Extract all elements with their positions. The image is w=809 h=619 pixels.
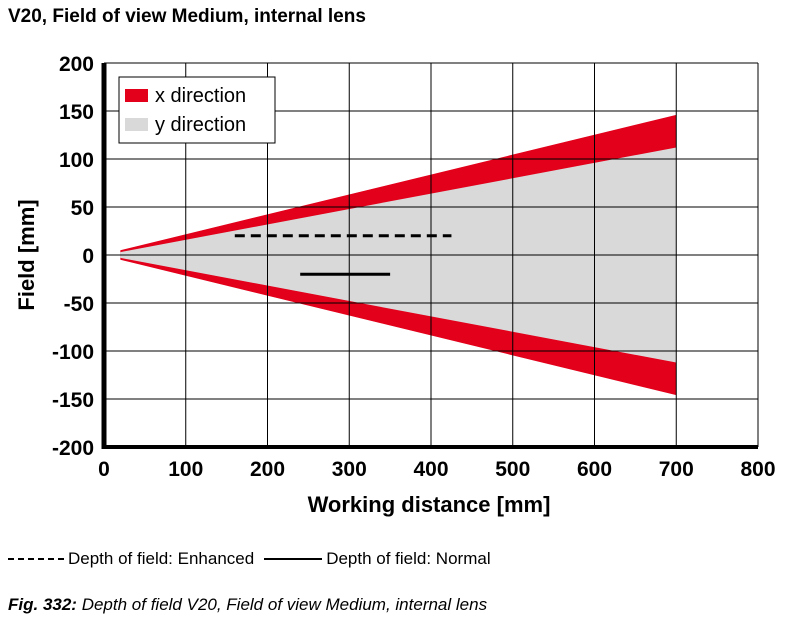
x-axis-label: Working distance [mm]	[308, 492, 551, 517]
x-tick-label: 600	[577, 458, 612, 481]
x-tick-label: 800	[740, 458, 775, 481]
y-tick-label: 100	[59, 149, 94, 172]
y-tick-label: 50	[71, 197, 94, 220]
dof-normal-label: Depth of field: Normal	[326, 549, 491, 568]
y-tick-label: -100	[52, 341, 94, 364]
legend-box	[118, 76, 276, 144]
y-tick-label: -200	[52, 437, 94, 460]
caption-text: Depth of field V20, Field of view Medium…	[81, 595, 488, 614]
x-tick-label: 0	[98, 458, 110, 481]
x-tick-label: 700	[659, 458, 694, 481]
legend-label-x-direction: x direction	[155, 85, 246, 107]
dof-enhanced-label: Depth of field: Enhanced	[68, 549, 255, 568]
chart-title: V20, Field of view Medium, internal lens	[8, 6, 366, 27]
x-tick-label: 200	[250, 458, 285, 481]
y-tick-label: 200	[59, 53, 94, 76]
depth-of-field-legend: Depth of field: Enhanced Depth of field:…	[8, 549, 491, 569]
legend-swatch-y-direction	[125, 118, 148, 131]
x-tick-label: 400	[413, 458, 448, 481]
figure-caption: Fig. 332: Depth of field V20, Field of v…	[8, 595, 487, 615]
caption-figure-number: Fig. 332:	[8, 595, 77, 614]
x-tick-label: 500	[495, 458, 530, 481]
y-axis-label: Field [mm]	[14, 199, 39, 310]
legend-swatch-x-direction	[125, 89, 148, 102]
dashed-line-swatch	[8, 558, 64, 560]
y-tick-label: 150	[59, 101, 94, 124]
x-tick-label: 100	[168, 458, 203, 481]
y-tick-label: -50	[64, 293, 94, 316]
x-tick-label: 300	[332, 458, 367, 481]
y-tick-label: 0	[82, 245, 94, 268]
legend-label-y-direction: y direction	[155, 114, 246, 136]
y-tick-label: -150	[52, 389, 94, 412]
solid-line-swatch	[264, 558, 323, 560]
